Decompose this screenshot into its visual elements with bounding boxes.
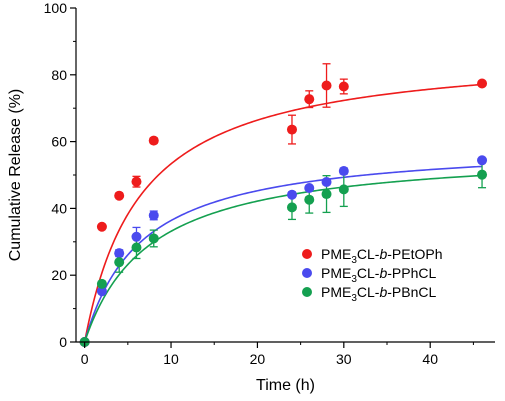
- fit-curve: [83, 83, 483, 343]
- data-point: [286, 202, 297, 213]
- x-axis-label: Time (h): [256, 377, 315, 394]
- legend-label: PME3CL-b-PPhCL: [321, 265, 437, 285]
- data-point: [477, 78, 488, 89]
- data-point: [286, 124, 297, 135]
- data-point: [114, 257, 125, 268]
- data-point: [286, 189, 297, 200]
- data-point: [304, 194, 315, 205]
- data-point: [114, 190, 125, 201]
- data-point: [96, 278, 107, 289]
- y-tick-label: 60: [51, 134, 67, 150]
- y-tick-label: 100: [44, 0, 68, 16]
- data-point: [114, 248, 125, 259]
- data-point: [321, 189, 332, 200]
- data-point: [477, 169, 488, 180]
- data-point: [321, 80, 332, 91]
- x-tick-label: 0: [81, 351, 89, 367]
- data-point: [477, 155, 488, 166]
- legend-label: PME3CL-b-PEtOPh: [321, 246, 443, 266]
- fit-curve: [83, 174, 483, 343]
- x-tick-label: 40: [422, 351, 438, 367]
- fit-curves: [83, 83, 483, 343]
- data-point: [148, 135, 159, 146]
- data-point: [304, 183, 315, 194]
- data-point: [338, 165, 349, 176]
- data-point: [131, 242, 142, 253]
- x-tick-label: 20: [250, 351, 266, 367]
- x-tick-label: 30: [336, 351, 352, 367]
- y-tick-label: 0: [59, 334, 67, 350]
- data-points: [79, 78, 488, 347]
- y-tick-label: 20: [51, 267, 67, 283]
- data-point: [338, 184, 349, 195]
- legend-label: PME3CL-b-PBnCL: [321, 284, 437, 304]
- legend-marker: [302, 249, 312, 259]
- data-point: [148, 210, 159, 221]
- data-point: [148, 233, 159, 244]
- legend-marker: [302, 287, 312, 297]
- y-tick-label: 80: [51, 67, 67, 83]
- axes: [70, 7, 495, 348]
- y-axis-label: Cumulative Release (%): [7, 89, 24, 262]
- x-tick-label: 10: [163, 351, 179, 367]
- data-point: [321, 177, 332, 188]
- tick-labels: 0 20 40 60 80 100 0 10 20 30 40: [44, 0, 439, 367]
- legend-marker: [302, 268, 312, 278]
- data-point: [304, 94, 315, 105]
- data-point: [131, 231, 142, 242]
- y-tick-label: 40: [51, 200, 67, 216]
- data-point: [96, 286, 107, 297]
- data-point: [338, 81, 349, 92]
- data-point: [96, 221, 107, 232]
- fit-curve: [83, 165, 483, 343]
- legend: PME3CL-b-PEtOPhPME3CL-b-PPhCLPME3CL-b-PB…: [302, 246, 443, 304]
- data-point: [131, 176, 142, 187]
